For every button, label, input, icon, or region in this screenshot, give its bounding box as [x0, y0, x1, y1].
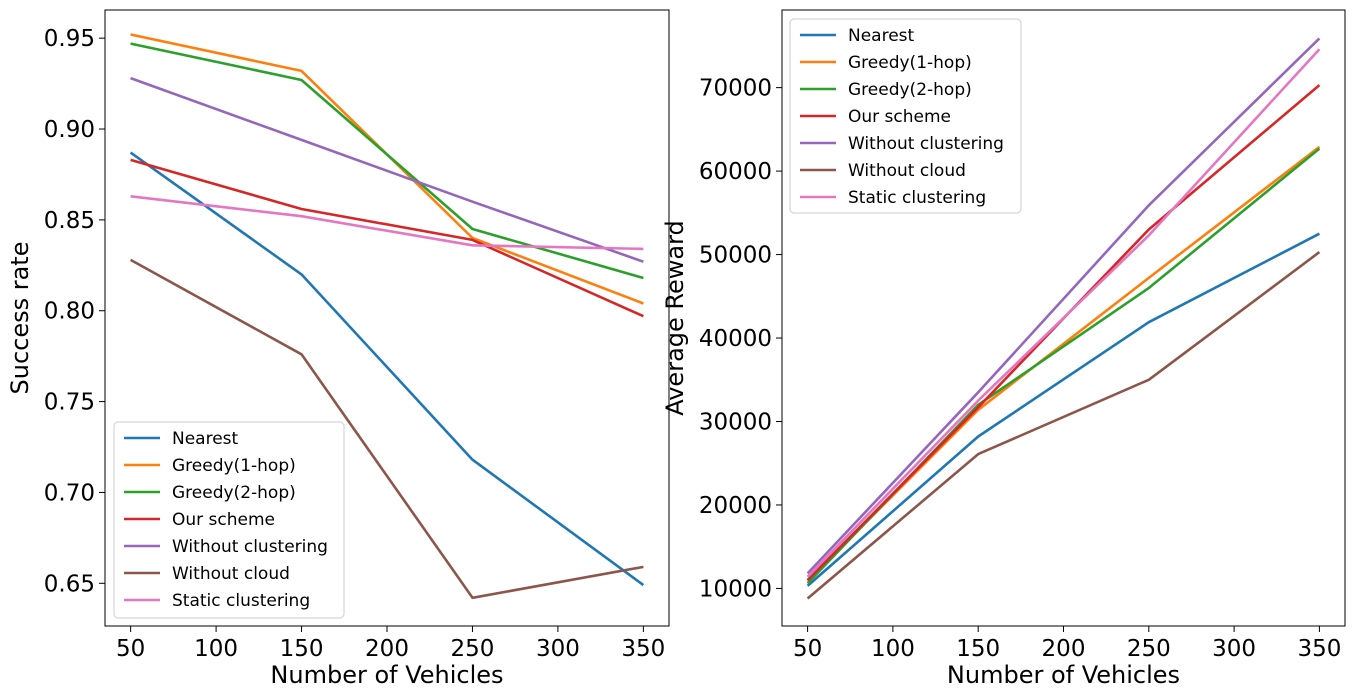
series-line-greedy-1-hop	[130, 33, 644, 305]
x-axis-label: Number of Vehicles	[947, 661, 1180, 689]
legend-label: Without clustering	[848, 134, 1004, 154]
series-line-greedy-2-hop	[130, 42, 644, 280]
x-tick-label: 50	[793, 636, 822, 662]
legend-label: Greedy(1-hop)	[848, 53, 972, 73]
legend-label: Without clustering	[172, 537, 328, 557]
y-tick-label: 50000	[699, 243, 772, 269]
legend-label: Without cloud	[172, 564, 290, 584]
y-tick-label: 10000	[699, 576, 772, 602]
y-tick-label: 0.70	[44, 480, 95, 506]
x-tick-label: 50	[116, 636, 145, 662]
legend-label: Our scheme	[848, 107, 951, 127]
y-tick-label: 60000	[699, 159, 772, 185]
legend-label: Nearest	[172, 429, 239, 449]
x-tick-label: 150	[280, 636, 324, 662]
average-reward-chart: 50 100 150 200 250 300 350 10000 20000 30000 40000…	[661, 9, 1346, 689]
series-line-static-clustering	[130, 195, 644, 251]
x-tick-label: 350	[621, 636, 665, 662]
y-tick-label: 0.85	[44, 208, 95, 234]
x-tick-label: 200	[1042, 636, 1086, 662]
y-tick-label: 0.65	[44, 571, 95, 597]
series-line-without-cloud	[129, 258, 644, 600]
x-tick-label: 250	[451, 636, 495, 662]
y-tick-label: 30000	[699, 410, 772, 436]
x-tick-label: 200	[365, 636, 409, 662]
y-tick-label: 20000	[699, 493, 772, 519]
legend-label: Without cloud	[848, 161, 966, 181]
legend-label: Our scheme	[172, 510, 275, 530]
x-tick-label: 300	[536, 636, 580, 662]
x-tick-label: 250	[1127, 636, 1171, 662]
y-tick-label: 0.95	[44, 26, 95, 52]
series-line-static-clustering	[806, 48, 1321, 578]
x-axis-label: Number of Vehicles	[270, 661, 503, 689]
y-axis-label: Success rate	[6, 242, 34, 395]
legend-box	[113, 421, 345, 619]
x-tick-label: 100	[871, 636, 915, 662]
series-line-without-clustering	[806, 37, 1321, 575]
success-rate-chart: 50 100 150 200 250 300 350 0.65 0.70 0.75 0.80 0.85…	[6, 9, 670, 689]
legend: Nearest Greedy(1-hop) Greedy(2-hop) Our sch…	[113, 421, 345, 619]
series-line-without-clustering	[130, 76, 644, 263]
legend-label: Nearest	[848, 26, 915, 46]
series-line-nearest	[129, 151, 645, 587]
x-tick-label: 300	[1212, 636, 1256, 662]
legend: Nearest Greedy(1-hop) Greedy(2-hop) Our sch…	[789, 18, 1022, 214]
y-tick-label: 40000	[699, 326, 772, 352]
legend-label: Greedy(2-hop)	[172, 483, 296, 503]
y-axis-label: Average Reward	[661, 220, 689, 416]
series-line-nearest	[806, 232, 1320, 587]
series-line-without-cloud	[806, 251, 1321, 600]
y-tick-label: 70000	[699, 76, 772, 102]
legend-label: Static clustering	[172, 591, 310, 611]
y-tick-label: 0.75	[44, 390, 95, 416]
series-line-our-scheme	[130, 158, 644, 318]
legend-label: Static clustering	[848, 188, 986, 208]
x-tick-label: 350	[1297, 636, 1341, 662]
x-tick-label: 150	[956, 636, 1000, 662]
x-tick-label: 100	[194, 636, 238, 662]
legend-label: Greedy(1-hop)	[172, 456, 296, 476]
legend-box	[789, 18, 1022, 214]
y-tick-label: 0.90	[44, 117, 95, 143]
y-tick-label: 0.80	[44, 299, 95, 325]
legend-label: Greedy(2-hop)	[848, 80, 972, 100]
